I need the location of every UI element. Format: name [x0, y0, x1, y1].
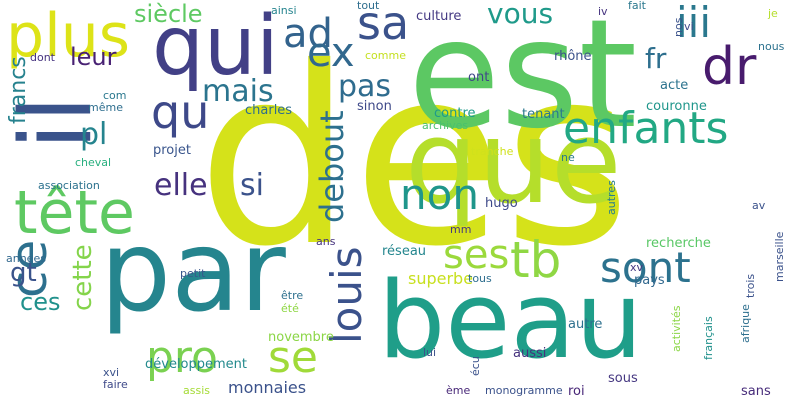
cloud-word: association	[38, 179, 100, 192]
cloud-word: francs	[6, 56, 31, 124]
cloud-word: même	[88, 101, 123, 114]
cloud-word: je	[768, 7, 778, 20]
cloud-word: xvi	[103, 366, 120, 379]
cloud-word: rhône	[554, 49, 592, 64]
cloud-word: contre	[434, 106, 476, 121]
cloud-word: développement	[145, 357, 248, 372]
cloud-word: sa	[357, 0, 410, 50]
cloud-word: novembre	[268, 330, 334, 345]
cloud-word: fr	[645, 42, 667, 75]
cloud-word: si	[240, 168, 264, 203]
cloud-word: ad	[283, 11, 333, 57]
cloud-word: archives	[422, 119, 469, 132]
cloud-word: ans	[316, 235, 336, 248]
cloud-word: vi	[684, 20, 694, 33]
cloud-word: cheval	[75, 156, 112, 169]
cloud-word: acte	[660, 78, 689, 93]
cloud-word: faire	[103, 378, 128, 391]
cloud-word: projet	[153, 143, 191, 158]
cloud-word: se	[268, 332, 318, 383]
cloud-word: vous	[487, 0, 554, 30]
cloud-word: hugo	[485, 196, 518, 211]
cloud-word: ex	[307, 30, 355, 76]
cloud-word: été	[281, 302, 299, 315]
cloud-word: tb	[510, 231, 562, 289]
cloud-word: pays	[634, 273, 665, 288]
cloud-word: autres	[605, 180, 618, 215]
cloud-word: tenant	[522, 107, 565, 122]
cloud-word: qu	[151, 85, 210, 139]
cloud-word: lui	[423, 346, 437, 359]
cloud-word: leur	[70, 43, 117, 71]
cloud-word: iii	[676, 0, 712, 47]
cloud-word: qui	[152, 0, 279, 94]
cloud-word: recherche	[646, 236, 711, 251]
cloud-word: cette	[68, 244, 98, 311]
cloud-word: écu	[469, 356, 482, 376]
cloud-word: beau	[378, 259, 643, 382]
cloud-word: petit	[180, 267, 206, 280]
cloud-word: pas	[338, 69, 392, 104]
cloud-word: trois	[744, 273, 757, 298]
cloud-word: siècle	[134, 0, 203, 28]
cloud-word: nos	[672, 17, 685, 37]
cloud-word: ont	[468, 70, 490, 85]
cloud-word: iv	[598, 5, 608, 18]
cloud-word: fait	[628, 0, 646, 12]
cloud-word: aussi	[513, 346, 547, 361]
cloud-word: ne	[561, 151, 575, 164]
cloud-word: non	[400, 170, 479, 219]
cloud-word: assis	[183, 384, 210, 397]
cloud-word: plus	[6, 1, 131, 71]
cloud-word: ème	[446, 384, 471, 397]
cloud-word: superbe	[408, 269, 474, 288]
cloud-word: années	[6, 252, 46, 265]
cloud-word: réseau	[382, 244, 427, 259]
cloud-word: tête	[14, 178, 135, 248]
cloud-word: mm	[450, 223, 472, 236]
cloud-word: couronne	[646, 99, 707, 114]
cloud-word: afrique	[739, 304, 752, 343]
cloud-word: tranche	[471, 145, 514, 158]
cloud-word: nous	[758, 40, 785, 53]
cloud-word: sans	[741, 384, 771, 399]
cloud-word: tous	[468, 272, 492, 285]
cloud-word: sont	[600, 243, 691, 292]
cloud-word: sinon	[357, 99, 392, 114]
cloud-word: com	[103, 89, 127, 102]
cloud-word: pro	[146, 332, 218, 383]
cloud-word: pl	[80, 117, 108, 152]
cloud-word: ces	[20, 288, 61, 316]
cloud-word: marseille	[773, 231, 786, 282]
cloud-word: monnaies	[228, 378, 307, 397]
cloud-word: comme	[365, 49, 406, 62]
cloud-word: des	[197, 15, 631, 300]
cloud-word: être	[281, 289, 304, 302]
cloud-word: charles	[245, 103, 293, 118]
cloud-word: que	[405, 96, 622, 230]
cloud-word: dont	[30, 51, 55, 64]
cloud-word: ses	[443, 232, 510, 278]
cloud-word: xv	[630, 261, 644, 274]
cloud-word: activités	[670, 305, 683, 352]
cloud-word: enfants	[563, 103, 729, 154]
cloud-word: gt	[10, 258, 37, 288]
cloud-word: av	[752, 199, 766, 212]
cloud-word: est	[408, 0, 638, 162]
cloud-word: elle	[154, 168, 208, 203]
cloud-word: debout	[313, 110, 351, 223]
cloud-word: par	[100, 207, 286, 337]
cloud-word: mais	[202, 74, 274, 109]
cloud-word: culture	[416, 9, 462, 24]
cloud-word: tout	[357, 0, 380, 12]
cloud-word: monogramme	[485, 384, 563, 397]
cloud-word: dr	[702, 37, 757, 97]
cloud-word: français	[702, 316, 715, 360]
cloud-word: sous	[608, 371, 638, 386]
cloud-word: ainsi	[271, 4, 297, 17]
cloud-word: autre	[568, 317, 603, 332]
cloud-word: roi	[568, 384, 585, 399]
